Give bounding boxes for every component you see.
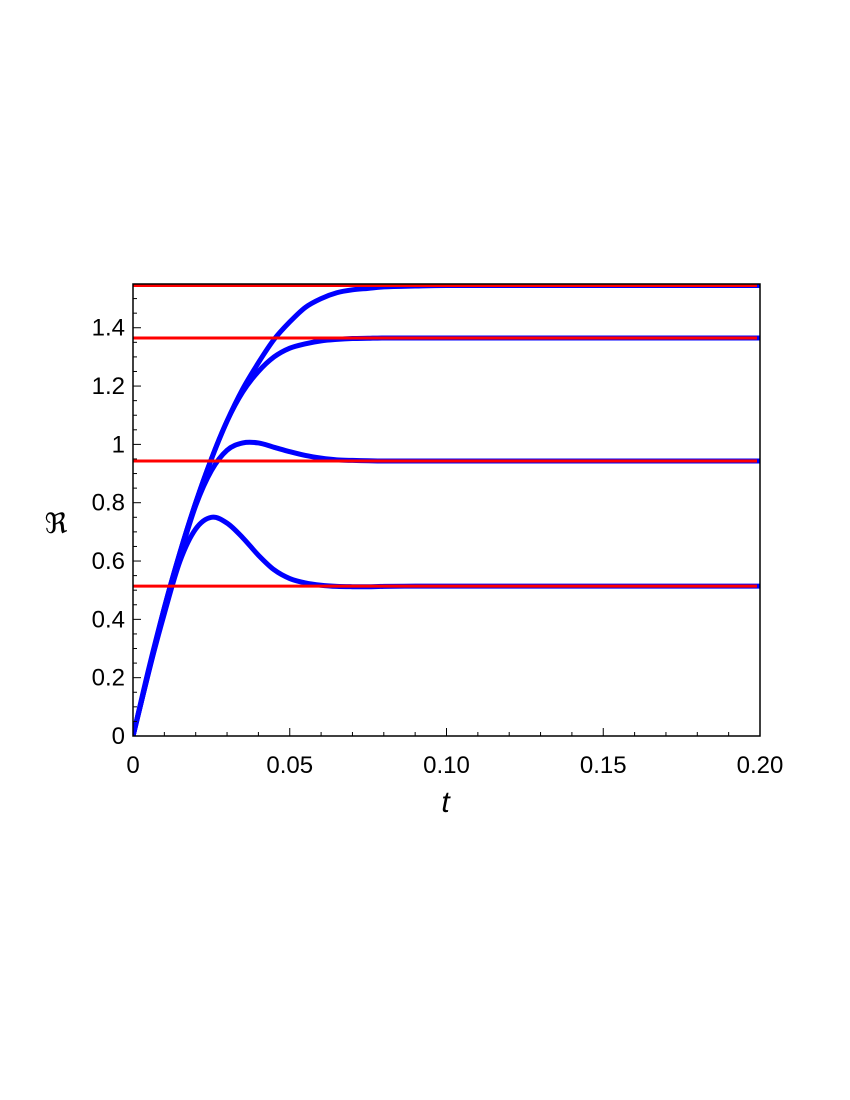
y-tick-label: 0.4	[92, 606, 125, 633]
x-tick-label: 0.05	[266, 752, 313, 779]
series-line-4	[133, 514, 760, 736]
y-axis-label: ℜ	[45, 507, 68, 540]
series-line-1	[133, 284, 760, 736]
series-line-3	[133, 439, 760, 736]
y-tick-label: 0	[112, 723, 125, 750]
series-line-2	[133, 335, 760, 736]
x-axis-label: t	[441, 786, 451, 819]
x-tick-label: 0.20	[737, 752, 784, 779]
y-tick-label: 1.4	[92, 315, 125, 342]
x-tick-label: 0	[126, 752, 139, 779]
x-tick-label: 0.10	[423, 752, 470, 779]
x-axis: 0 0.05 0.10 0.15 0.20	[126, 728, 783, 779]
y-tick-label: 0.8	[92, 490, 125, 517]
y-axis: 0 0.2 0.4 0.6 0.8 1 1.2 1.4	[92, 283, 141, 750]
y-tick-label: 0.2	[92, 665, 125, 692]
y-tick-label: 1	[112, 431, 125, 458]
y-tick-label: 0.6	[92, 548, 125, 575]
y-tick-label: 1.2	[92, 373, 125, 400]
plot-area	[133, 284, 760, 736]
plot-frame	[132, 283, 761, 737]
x-tick-label: 0.15	[580, 752, 627, 779]
